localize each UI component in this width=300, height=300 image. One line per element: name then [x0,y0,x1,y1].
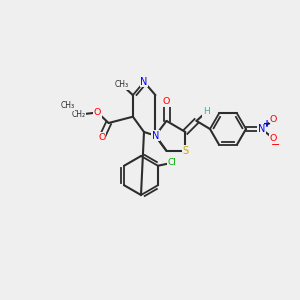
Text: N: N [140,77,148,87]
Text: H: H [203,107,210,116]
Text: O: O [163,98,170,106]
Text: S: S [182,146,188,156]
Text: O: O [94,108,101,117]
Text: −: − [270,140,280,150]
Text: Cl: Cl [168,158,177,167]
Text: O: O [98,133,106,142]
Text: O: O [270,134,277,143]
Text: CH₂: CH₂ [72,110,86,119]
Text: +: + [263,118,271,129]
Text: N: N [152,130,159,141]
Text: CH₃: CH₃ [114,80,129,89]
Text: CH₃: CH₃ [60,101,75,110]
Text: N: N [258,124,265,134]
Text: O: O [270,115,277,124]
